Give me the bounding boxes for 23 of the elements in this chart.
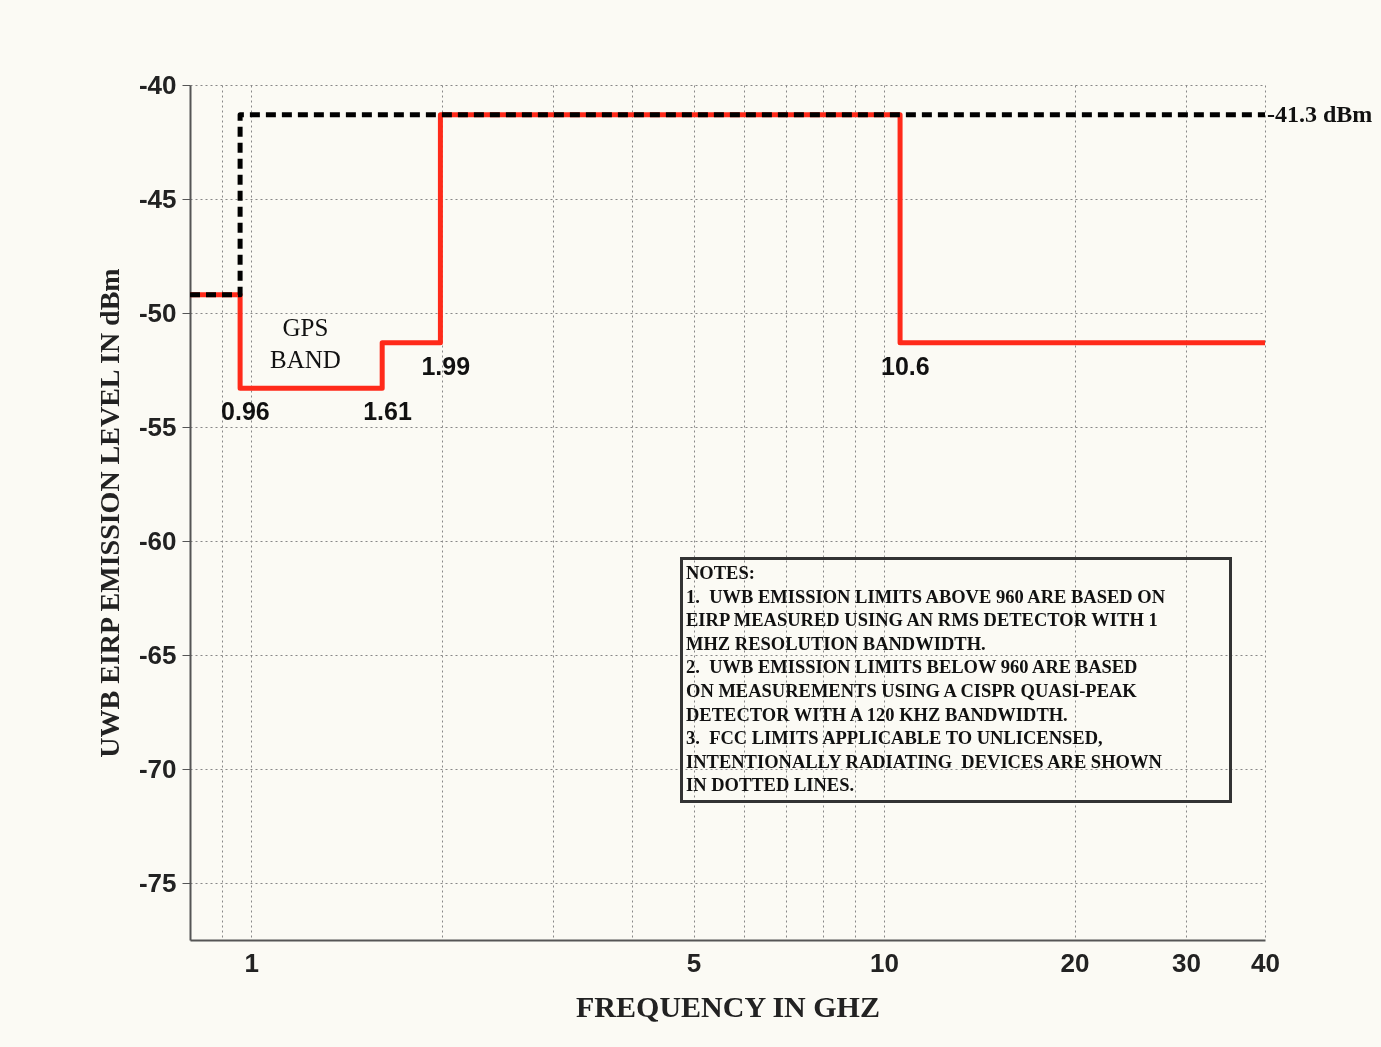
x-tick-label: 30: [1171, 947, 1201, 978]
annotation: GPS BAND: [270, 313, 341, 375]
y-tick-label: -50: [138, 297, 177, 328]
y-tick-label: -40: [138, 69, 177, 100]
annotation: 10.6: [881, 351, 930, 380]
annotation: -41.3 dBm: [1267, 100, 1373, 127]
annotation: 1.99: [421, 351, 471, 380]
y-tick-label: -60: [138, 525, 177, 556]
annotation: 1.61: [363, 397, 412, 426]
x-tick-label: 40: [1251, 947, 1280, 978]
y-tick-label: -75: [138, 867, 177, 898]
text: NOTES: 1. UWB EMISSION LIMITS ABOVE 960 ARE BASED ON EIRP MEASURED USING AN RMS DETECTOR WITH 1 MHZ RESOLUTION BANDWIDTH. 2. UWB EMISSION LIMITS BELOW 960 ARE BASED ON MEASUREMENTS USING A CISPR QUASI-PEAK DETECTOR WITH A 120 KHZ BANDWIDTH. 3. FCC LIMITS APPLICABLE TO UNLICENSED, INTENTIONALLY RADIATING DEVICES ARE SHOWN IN DOTTED LINES.: [686, 563, 1166, 796]
x-tick-label: 1: [244, 947, 260, 978]
x-axis-title: FREQUENCY IN GHZ: [576, 989, 880, 1023]
x-tick-label: 10: [870, 947, 900, 978]
y-tick-label: -70: [138, 753, 177, 784]
x-tick-label: 20: [1060, 947, 1090, 978]
annotation: 0.96: [221, 397, 270, 426]
y-tick-label: -65: [138, 639, 177, 670]
y-tick-label: -55: [138, 411, 177, 442]
y-axis-title: UWB EIRP EMISSION LEVEL IN dBm: [93, 268, 125, 758]
y-tick-label: -45: [138, 183, 177, 214]
x-tick-label: 5: [686, 947, 702, 978]
